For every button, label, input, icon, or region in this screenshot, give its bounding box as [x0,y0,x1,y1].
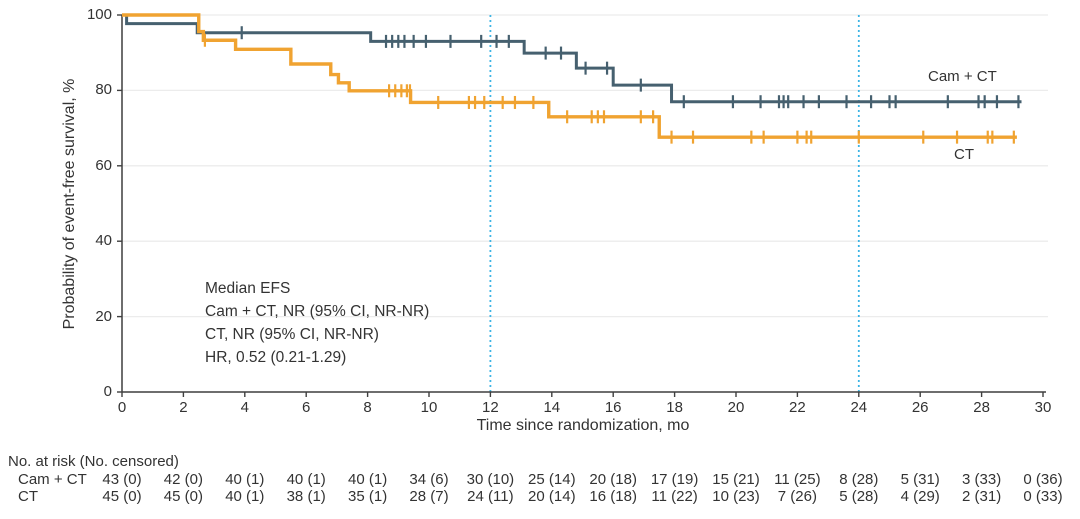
survival-curve-ct [122,13,1017,139]
annotation-line-median-efs: Median EFS [205,280,291,297]
risk-cell: 45 (0) [163,488,203,505]
y-axis-title: Probability of event-free survival, % [61,78,78,330]
risk-cell: 0 (36) [1023,471,1063,488]
annotation-line-ct: CT, NR (95% CI, NR-NR) [205,326,379,343]
risk-cell: 16 (18) [589,488,637,505]
risk-cell: 3 (33) [962,471,1002,488]
risk-row-label: Cam + CT [18,471,87,488]
risk-cell: 0 (33) [1023,488,1063,505]
risk-cell: 15 (21) [712,471,760,488]
x-tick-label-2: 2 [179,399,188,416]
x-tick-label-24: 24 [850,399,868,416]
x-tick-label-16: 16 [604,399,622,416]
risk-cell: 28 (7) [409,488,449,505]
risk-cell: 38 (1) [286,488,326,505]
y-tick-label-80: 80 [95,81,112,99]
y-tick-label-0: 0 [103,383,112,400]
risk-cell: 5 (28) [839,488,879,505]
curve-label-ct: CT [954,146,974,163]
x-tick-label-10: 10 [420,399,438,416]
risk-cell: 40 (1) [225,471,265,488]
risk-row-label: CT [18,488,38,505]
risk-cell: 11 (25) [774,471,821,488]
y-tick-label-40: 40 [95,232,112,250]
risk-cell: 8 (28) [839,471,879,488]
risk-cell: 10 (23) [712,488,760,505]
risk-table-title: No. at risk (No. censored) [8,453,179,470]
risk-cell: 34 (6) [409,471,449,488]
annotation-line-hr: HR, 0.52 (0.21-1.29) [205,349,347,366]
x-tick-label-28: 28 [973,399,990,416]
x-tick-label-22: 22 [789,399,806,416]
risk-cell: 17 (19) [650,471,699,488]
risk-cell: 30 (10) [466,471,515,488]
x-tick-label-18: 18 [666,399,683,416]
x-tick-label-4: 4 [240,399,249,416]
annotation-line-cam-ct: Cam + CT, NR (95% CI, NR-NR) [205,303,430,320]
risk-cell: 40 (1) [225,488,265,505]
y-tick-label-20: 20 [95,307,112,325]
y-tick-label-100: 100 [86,6,112,23]
x-tick-label-8: 8 [363,399,372,416]
x-axis-title: Time since randomization, mo [476,417,690,434]
risk-cell: 40 (1) [348,471,388,488]
x-tick-label-12: 12 [482,399,499,416]
risk-cell: 45 (0) [102,488,142,505]
risk-cell: 35 (1) [348,488,388,505]
risk-cell: 20 (14) [528,488,576,505]
risk-cell: 20 (18) [589,471,637,488]
risk-cell: 43 (0) [102,471,142,488]
x-tick-label-26: 26 [911,399,929,416]
risk-cell: 42 (0) [163,471,203,488]
risk-cell: 40 (1) [286,471,326,488]
risk-cell: 11 (22) [651,488,698,505]
survival-curve-cam-ct [122,13,1022,104]
x-tick-label-6: 6 [302,399,311,416]
x-tick-label-14: 14 [543,399,561,416]
curve-label-cam-ct: Cam + CT [928,68,997,85]
risk-cell: 2 (31) [962,488,1002,505]
risk-cell: 4 (29) [900,488,940,505]
risk-cell: 7 (26) [777,488,817,505]
median-efs-annotation: Median EFS Cam + CT, NR (95% CI, NR-NR) … [205,277,429,369]
risk-cell: 5 (31) [900,471,940,488]
x-tick-label-20: 20 [727,399,745,416]
x-tick-label-0: 0 [117,399,127,416]
risk-cell: 24 (11) [467,488,514,505]
risk-cell: 25 (14) [528,471,576,488]
x-tick-label-30: 30 [1034,399,1052,416]
y-tick-label-60: 60 [95,156,112,174]
